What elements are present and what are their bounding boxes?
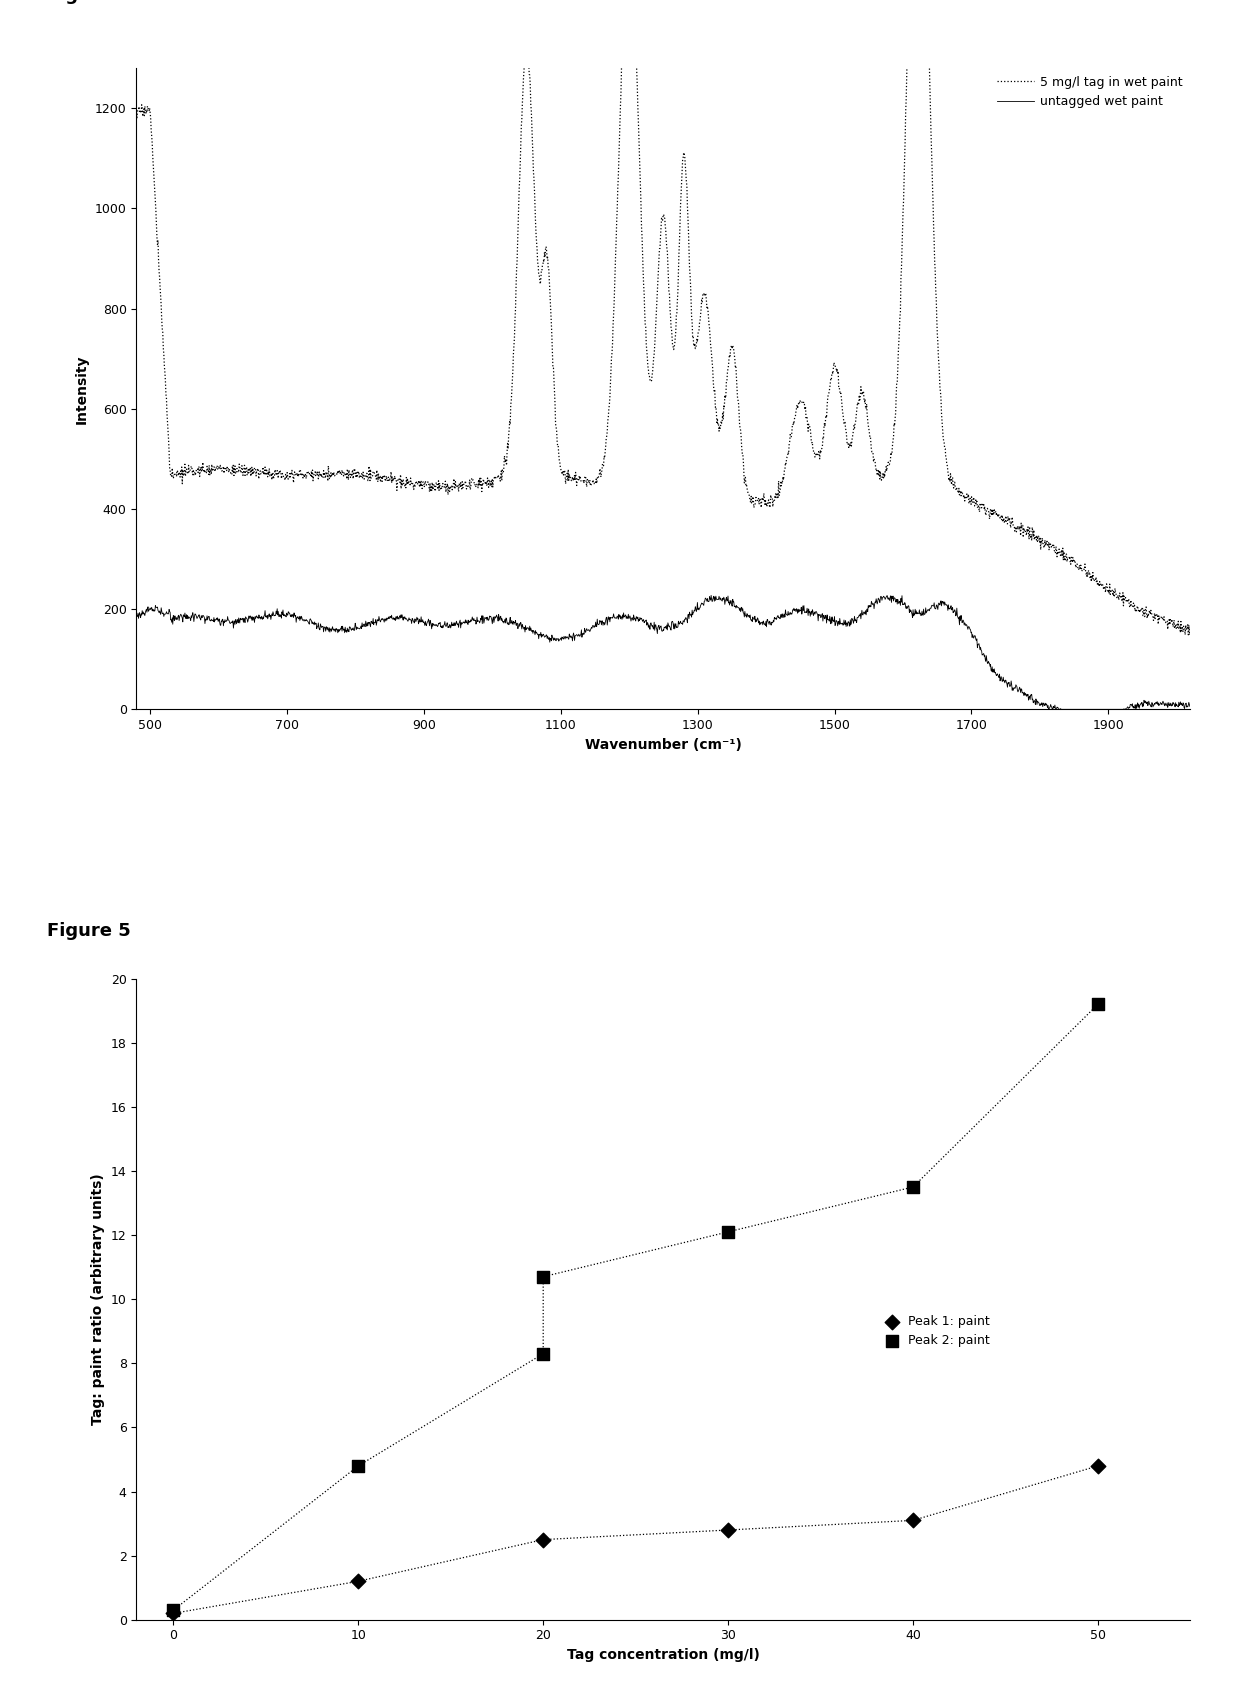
Peak 2: paint: (30, 12.1): paint: (30, 12.1)	[718, 1217, 738, 1245]
untagged wet paint	[703, 585, 718, 605]
X-axis label: Tag concentration (mg/l): Tag concentration (mg/l)	[567, 1649, 760, 1662]
untagged wet paint	[614, 605, 629, 626]
Peak 2: paint: (10, 4.8): paint: (10, 4.8)	[348, 1453, 368, 1480]
X-axis label: Wavenumber (cm⁻¹): Wavenumber (cm⁻¹)	[585, 738, 742, 752]
untagged wet paint	[960, 616, 975, 636]
5 mg/l tag in wet paint	[1152, 607, 1167, 627]
Legend: Peak 1: paint, Peak 2: paint: Peak 1: paint, Peak 2: paint	[878, 1309, 994, 1352]
untagged wet paint	[641, 616, 656, 636]
Peak 2: paint: (40, 13.5): paint: (40, 13.5)	[903, 1173, 923, 1200]
Line: 5 mg/l tag in wet paint: 5 mg/l tag in wet paint	[136, 0, 1190, 634]
untagged wet paint	[1153, 692, 1168, 713]
Peak 2: paint: (20, 8.3): paint: (20, 8.3)	[533, 1340, 553, 1367]
5 mg/l tag in wet paint	[182, 460, 197, 481]
5 mg/l tag in wet paint	[1183, 624, 1198, 644]
Y-axis label: Tag: paint ratio (arbitrary units): Tag: paint ratio (arbitrary units)	[92, 1173, 105, 1425]
Text: Figure 4: Figure 4	[47, 0, 130, 3]
5 mg/l tag in wet paint	[129, 102, 144, 123]
Peak 1: paint: (50, 4.8): paint: (50, 4.8)	[1087, 1453, 1107, 1480]
Text: Figure 5: Figure 5	[47, 922, 130, 939]
untagged wet paint	[1183, 694, 1198, 714]
5 mg/l tag in wet paint	[641, 367, 656, 387]
Y-axis label: Intensity: Intensity	[76, 355, 89, 423]
untagged wet paint	[1042, 699, 1056, 720]
5 mg/l tag in wet paint	[1183, 617, 1198, 638]
Peak 1: paint: (0, 0.2): paint: (0, 0.2)	[164, 1599, 184, 1627]
Peak 1: paint: (10, 1.2): paint: (10, 1.2)	[348, 1567, 368, 1594]
Peak 2: paint: (20, 10.7): paint: (20, 10.7)	[533, 1263, 553, 1291]
Peak 1: paint: (40, 3.1): paint: (40, 3.1)	[903, 1507, 923, 1534]
Peak 1: paint: (30, 2.8): paint: (30, 2.8)	[718, 1516, 738, 1543]
5 mg/l tag in wet paint	[960, 484, 975, 505]
untagged wet paint	[182, 609, 197, 629]
Peak 2: paint: (50, 19.2): paint: (50, 19.2)	[1087, 991, 1107, 1018]
Line: untagged wet paint: untagged wet paint	[136, 595, 1190, 709]
untagged wet paint	[129, 607, 144, 627]
Peak 1: paint: (20, 2.5): paint: (20, 2.5)	[533, 1526, 553, 1553]
5 mg/l tag in wet paint	[614, 82, 629, 102]
Legend: 5 mg/l tag in wet paint, untagged wet paint: 5 mg/l tag in wet paint, untagged wet pa…	[992, 70, 1188, 113]
5 mg/l tag in wet paint	[1153, 607, 1168, 627]
untagged wet paint	[1153, 692, 1168, 713]
Peak 2: paint: (0, 0.3): paint: (0, 0.3)	[164, 1596, 184, 1623]
